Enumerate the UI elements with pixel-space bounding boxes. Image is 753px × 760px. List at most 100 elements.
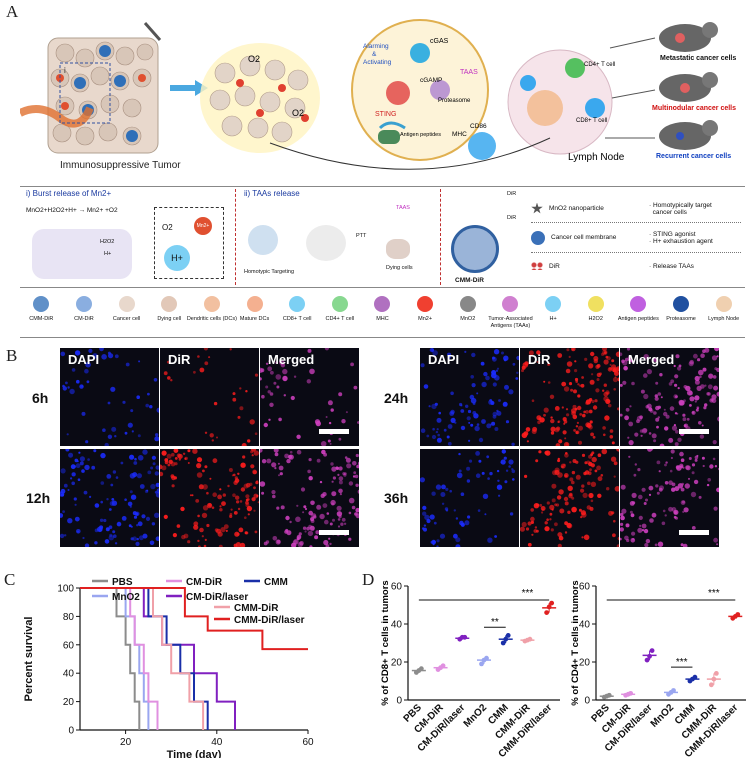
microscopy-texture <box>60 348 159 446</box>
outcome-0: Metastatic cancer cells <box>660 55 736 62</box>
mouse-multinodular <box>659 72 718 102</box>
microscopy-texture <box>163 348 259 446</box>
category-label: MnO2 <box>649 702 677 730</box>
legend-label: Antigen peptides <box>617 316 659 322</box>
microscopy-tile <box>420 449 519 547</box>
x-tick-label: 60 <box>302 737 314 748</box>
cmm-row-0: MnO2 nanoparticle · Homotypically target… <box>531 195 741 223</box>
y-tick-label: 100 <box>57 584 74 595</box>
legend-symbol-icon <box>502 296 519 312</box>
legend-entry: CMM-DiR/laser <box>234 615 305 626</box>
inset-label: i <box>64 66 66 75</box>
mhc-label: MHC <box>452 131 467 138</box>
data-point <box>647 653 652 659</box>
legend-symbol-icon <box>331 296 348 312</box>
legend-symbol-icon <box>75 296 92 312</box>
microscopy-texture <box>60 449 159 547</box>
legend-symbol-icon <box>630 296 647 312</box>
legend-entry: CMM-DiR <box>234 603 279 614</box>
data-point <box>440 663 446 669</box>
microscopy-texture <box>520 449 619 547</box>
burst-equation: MnO2+H2O2+H+ → Mn2+ +O2 <box>26 207 118 214</box>
legend-symbol-icon <box>715 296 732 312</box>
panel-label-b: B <box>6 346 18 365</box>
survival-line <box>80 587 141 730</box>
y-tick-label: 60 <box>63 640 75 651</box>
legend-item: MnO2 <box>442 296 493 323</box>
legend-label: CD4+ T cell <box>325 316 355 322</box>
legend-item: Dying cell <box>144 296 195 323</box>
time-6h: 6h <box>32 390 49 406</box>
y-tick-label: 60 <box>391 582 403 593</box>
microscopy-tile <box>260 449 359 547</box>
microscopy-tile: Merged <box>260 348 359 446</box>
cmm-row-2: DiR · Release TAAs <box>531 253 741 279</box>
data-point <box>462 634 468 640</box>
legend-symbol-icon <box>545 296 562 312</box>
data-point <box>484 655 489 661</box>
survival-line <box>80 587 236 730</box>
channel-label: DAPI <box>68 352 100 367</box>
y-tick-label: 20 <box>391 658 403 669</box>
legend-item: Lymph Node <box>698 296 749 323</box>
tumor-label: Immunosuppressive Tumor <box>60 160 181 171</box>
targeted-cells <box>306 225 346 261</box>
legend-item: Tumor-Associated Antigens (TAAs) <box>485 296 536 330</box>
legend-symbol-icon <box>417 296 434 312</box>
mno2-icon <box>531 202 543 214</box>
legend-item: Cancer cell <box>101 296 152 323</box>
proteasome-label: Proteasome <box>438 98 471 104</box>
legend-label: MnO2 <box>460 316 476 322</box>
dir-icon <box>531 262 543 270</box>
microscopy-tile: DiR <box>160 348 259 446</box>
microscopy-tile <box>160 449 259 547</box>
legend-item: Dendritic cells (DCs) <box>187 296 238 323</box>
legend-symbol-icon <box>374 296 391 312</box>
mouse-metastatic <box>659 22 718 52</box>
legend-symbol-icon <box>246 296 263 312</box>
channel-label: Merged <box>628 352 675 367</box>
microscopy-texture <box>521 348 619 446</box>
panel-label-d: D <box>362 570 375 589</box>
tumor-cluster <box>18 22 162 154</box>
taa-title: ii) TAAs release <box>244 189 300 198</box>
data-point <box>708 682 714 688</box>
data-point <box>671 688 676 693</box>
legend-label: CMM-DiR <box>29 316 54 322</box>
data-point <box>546 604 552 610</box>
y-tick-label: 60 <box>579 582 591 593</box>
legend-entry: CM-DiR <box>186 577 223 588</box>
data-point <box>692 674 698 680</box>
membrane-icon <box>531 230 545 245</box>
cmm-dir-section: DiR DiR CMM-DiR MnO2 nanoparticle · Homo… <box>440 189 745 285</box>
legend-item: Mn2+ <box>400 296 451 323</box>
y-tick-label: 0 <box>396 696 402 707</box>
data-point <box>549 600 555 606</box>
survival-line <box>80 587 308 651</box>
antigen-peptide-label: Antigen peptides <box>400 132 441 138</box>
mechanism-row: i) Burst release of Mn2+ MnO2+H2O2+H+ → … <box>20 186 745 288</box>
legend-label: H+ <box>549 316 557 322</box>
data-point <box>713 671 719 676</box>
legend-symbol-icon <box>33 296 50 312</box>
burst-o2: O2 <box>162 223 173 232</box>
x-axis-label: Time (day) <box>167 749 222 758</box>
data-point <box>544 610 550 615</box>
time-24h: 24h <box>384 390 409 406</box>
significance-label: ** <box>491 617 499 628</box>
y-tick-label: 0 <box>584 696 590 707</box>
legend-entry: CM-DiR/laser <box>186 592 248 603</box>
cmm-func-1: · STING agonist · H+ exhaustion agent <box>649 230 713 245</box>
schematic-legend: CMM-DiR CM-DiR Cancer cell Dying cell Dendri… <box>20 292 745 338</box>
cmm-func-2: · Release TAAs <box>649 262 694 270</box>
legend-item: CD4+ T cell <box>315 296 366 323</box>
legend-item: H2O2 <box>570 296 621 323</box>
legend-label: Cancer cell <box>112 316 141 322</box>
legend-symbol-icon <box>587 296 604 312</box>
legend-item: Antigen peptides <box>613 296 664 323</box>
data-point <box>418 666 424 672</box>
cgas-label: cGAS <box>430 38 449 45</box>
data-point <box>644 657 650 663</box>
cd8-tcell-label: CD8+ T cell <box>576 118 607 124</box>
